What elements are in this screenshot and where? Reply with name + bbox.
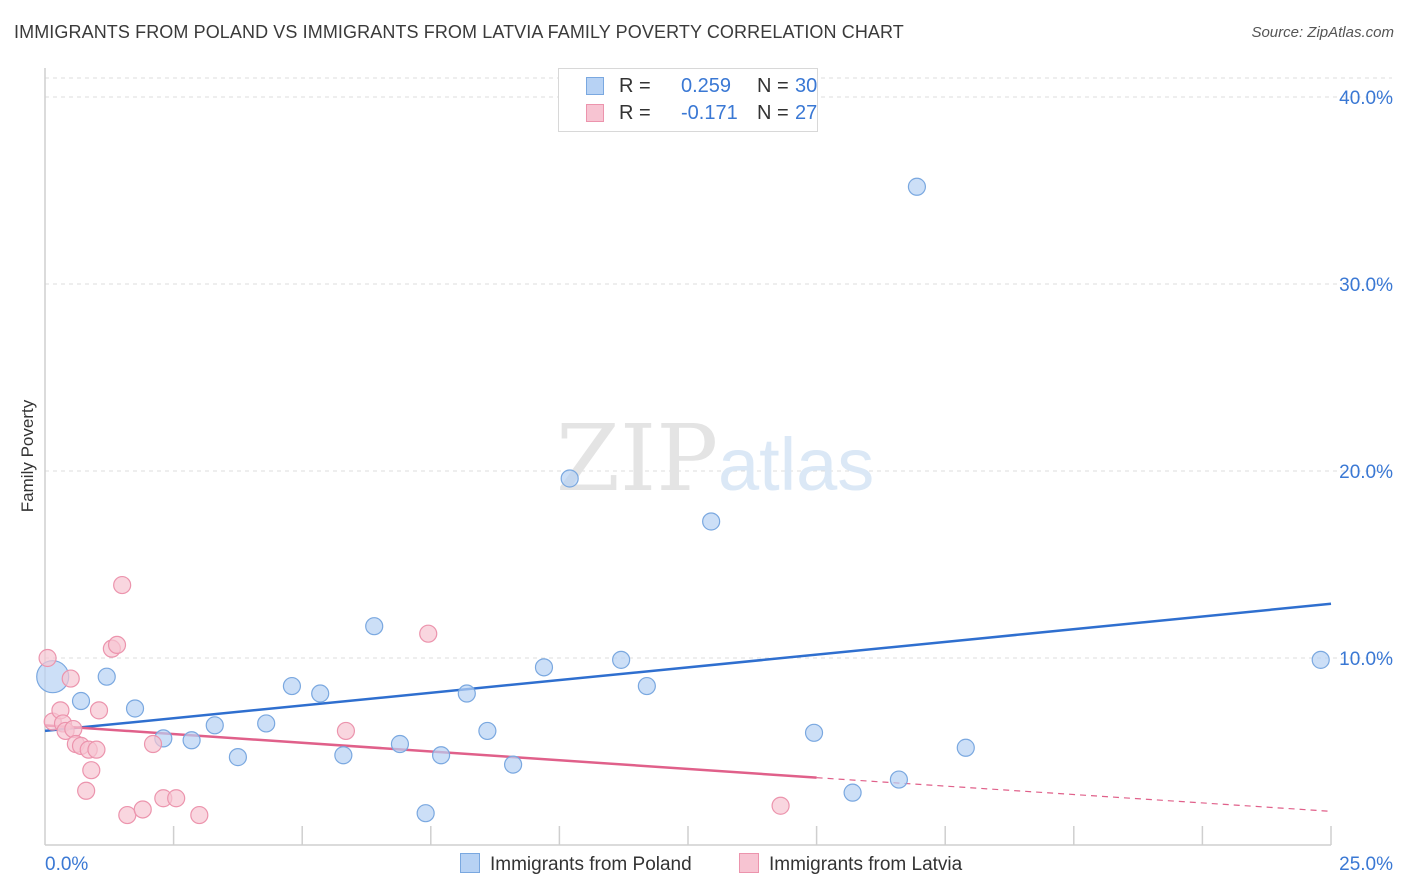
point-poland	[71, 691, 91, 711]
point-poland	[311, 684, 330, 703]
point-poland	[334, 746, 353, 765]
point-latvia	[118, 805, 137, 825]
axes	[44, 68, 1332, 846]
point-latvia	[82, 761, 101, 780]
point-poland	[637, 676, 656, 696]
point-poland	[228, 748, 247, 767]
legend-r-value-poland: 0.259	[681, 75, 732, 97]
y-tick-label: 30.0%	[1339, 275, 1393, 296]
point-poland	[1311, 650, 1330, 669]
point-poland	[125, 699, 145, 718]
watermark-atlas: atlas	[718, 423, 874, 506]
point-poland	[560, 469, 579, 488]
y-tick-label: 40.0%	[1339, 88, 1393, 109]
point-poland	[97, 667, 116, 686]
y-tick-label: 10.0%	[1339, 649, 1393, 670]
point-latvia	[336, 721, 356, 741]
source-credit: Source: ZipAtlas.com	[1251, 24, 1394, 41]
point-poland	[431, 746, 451, 765]
point-latvia	[89, 701, 109, 720]
watermark: ZIP atlas	[556, 405, 874, 512]
point-poland	[534, 658, 554, 677]
legend-n-value-latvia: 27	[795, 102, 818, 124]
series-legend-latvia[interactable]: Immigrants from Latvia	[739, 853, 962, 876]
point-latvia	[190, 805, 209, 825]
point-latvia	[771, 796, 790, 815]
trend-line-latvia	[44, 724, 817, 779]
x-tick-label: 25.0%	[1339, 854, 1393, 875]
trend-line-poland	[44, 602, 1332, 733]
series-swatch-latvia	[739, 853, 759, 873]
series-label-latvia: Immigrants from Latvia	[769, 854, 963, 875]
point-poland	[478, 721, 497, 741]
point-latvia	[77, 781, 96, 800]
point-poland	[182, 731, 201, 750]
point-latvia	[38, 648, 57, 668]
point-poland	[843, 783, 862, 802]
watermark-zip: ZIP	[556, 405, 718, 512]
series-label-poland: Immigrants from Poland	[490, 854, 692, 875]
point-poland	[804, 723, 824, 742]
point-poland	[205, 716, 224, 735]
point-poland	[956, 738, 975, 757]
legend-r-label: R =	[619, 75, 651, 97]
gridlines	[45, 77, 1392, 659]
correlation-legend: R = 0.259 N = 30 R = -0.171 N = 27	[558, 68, 818, 132]
chart-title: IMMIGRANTS FROM POLAND VS IMMIGRANTS FRO…	[14, 22, 904, 42]
legend-swatch-latvia	[586, 104, 604, 122]
legend-n-label: N =	[757, 75, 789, 97]
point-latvia	[419, 624, 438, 643]
point-poland	[390, 734, 410, 754]
series-legend-poland[interactable]: Immigrants from Poland	[460, 853, 692, 876]
point-poland	[889, 770, 909, 789]
series-swatch-poland	[460, 853, 480, 873]
point-poland	[612, 650, 631, 669]
point-poland	[457, 684, 476, 703]
point-poland	[282, 676, 302, 696]
x-tick-label: 0.0%	[45, 854, 88, 875]
data-points	[36, 177, 1330, 825]
point-poland	[907, 177, 927, 196]
point-latvia	[113, 575, 132, 595]
trend-line-latvia-extrapolated	[816, 777, 1332, 812]
point-poland	[702, 512, 721, 531]
point-poland	[365, 617, 384, 636]
legend-swatch-poland	[586, 77, 604, 95]
point-poland	[257, 714, 276, 733]
legend-r-label: R =	[619, 102, 651, 124]
point-poland	[416, 804, 435, 823]
point-latvia	[133, 800, 152, 819]
point-latvia	[107, 635, 127, 655]
point-latvia	[87, 740, 106, 759]
tick-labels: 10.0% 20.0% 30.0% 40.0% 0.0% 25.0%	[45, 88, 1393, 875]
trend-lines	[44, 602, 1332, 812]
point-latvia	[61, 669, 80, 688]
point-latvia	[143, 734, 163, 754]
point-latvia	[64, 719, 83, 739]
legend-r-value-latvia: -0.171	[681, 102, 738, 124]
y-tick-label: 20.0%	[1339, 462, 1393, 483]
point-latvia	[167, 789, 186, 808]
legend-n-value-poland: 30	[795, 75, 818, 97]
point-poland	[504, 755, 523, 774]
legend-n-label: N =	[757, 102, 789, 124]
